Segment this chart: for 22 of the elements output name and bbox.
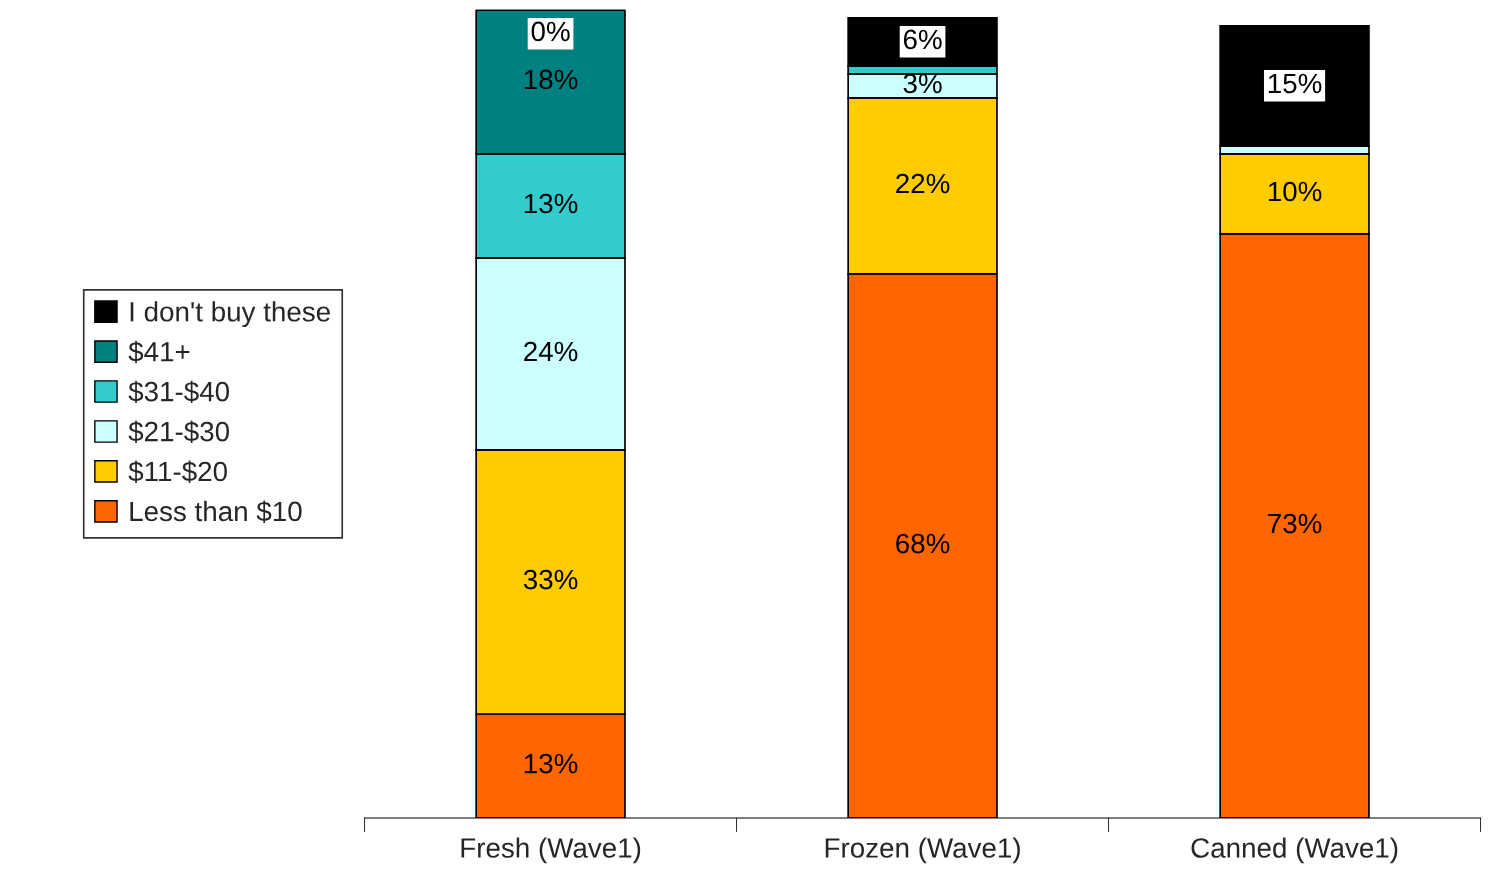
data-label: 6% bbox=[903, 29, 942, 50]
data-label: 18% bbox=[524, 69, 578, 90]
data-label: 24% bbox=[524, 341, 578, 362]
data-label: 15% bbox=[1268, 73, 1322, 94]
legend-label: $41+ bbox=[128, 340, 190, 364]
legend-label: $11-$20 bbox=[128, 460, 227, 483]
data-label: 68% bbox=[896, 533, 950, 554]
data-label: 33% bbox=[523, 569, 578, 590]
data-label: 22% bbox=[896, 173, 950, 194]
data-label: 3% bbox=[903, 73, 942, 94]
legend-label: Less than $10 bbox=[130, 500, 302, 523]
data-label: 0% bbox=[531, 21, 570, 42]
x-tick-label: Fresh (Wave1) bbox=[461, 837, 641, 864]
data-label: 13% bbox=[524, 753, 578, 774]
x-tick-label: Frozen (Wave1) bbox=[825, 837, 1020, 864]
data-label: 10% bbox=[1268, 181, 1322, 202]
data-label: 13% bbox=[524, 193, 578, 214]
legend-label: I don't buy these bbox=[130, 301, 330, 328]
x-tick-label: Canned (Wave1) bbox=[1191, 837, 1398, 864]
legend-label: $31-$40 bbox=[128, 380, 230, 404]
legend-label: $21-$30 bbox=[128, 420, 230, 444]
data-label: 73% bbox=[1268, 513, 1322, 534]
